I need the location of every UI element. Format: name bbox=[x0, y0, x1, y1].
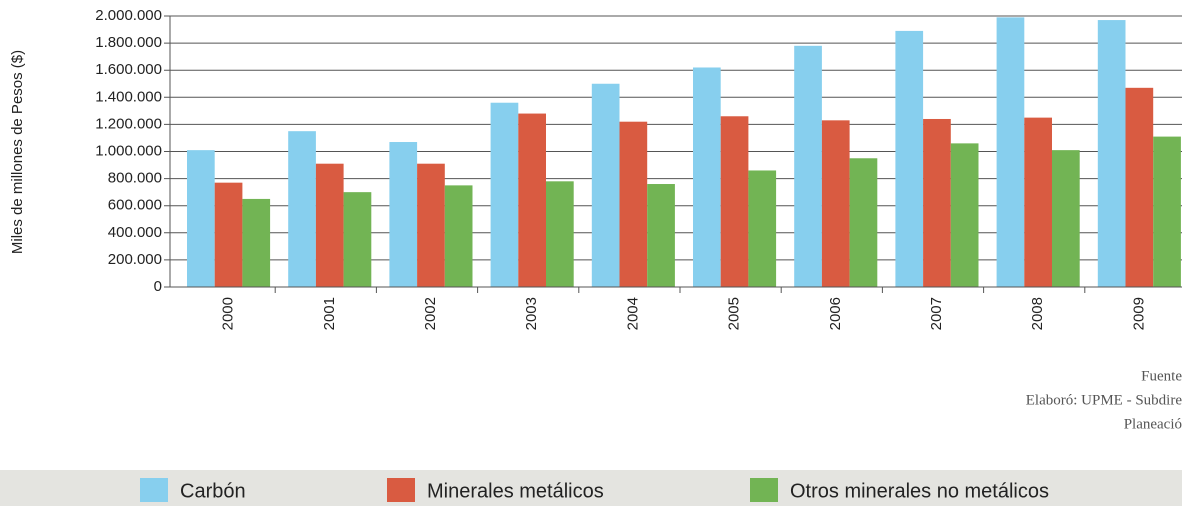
bar bbox=[242, 198, 271, 287]
bar bbox=[821, 120, 850, 288]
x-tick-label: 2000 bbox=[220, 297, 237, 330]
bar bbox=[546, 181, 574, 287]
y-tick-label: 600.000 bbox=[108, 197, 162, 214]
bar bbox=[647, 184, 675, 287]
y-tick-label: 1.800.000 bbox=[95, 34, 162, 51]
legend-swatch bbox=[387, 478, 415, 502]
bar bbox=[417, 163, 445, 287]
y-axis-label: Miles de millones de Pesos ($) bbox=[9, 50, 26, 254]
y-tick-label: 0 bbox=[154, 278, 162, 295]
bar bbox=[518, 113, 546, 287]
legend-label: Minerales metálicos bbox=[427, 480, 604, 502]
bar bbox=[214, 182, 243, 287]
y-tick-label: 1.600.000 bbox=[95, 61, 162, 78]
legend-label: Otros minerales no metálicos bbox=[790, 480, 1049, 502]
bar bbox=[1125, 87, 1154, 287]
y-tick-label: 800.000 bbox=[108, 170, 162, 187]
x-tick-label: 2003 bbox=[523, 297, 540, 330]
bar bbox=[187, 150, 215, 287]
legend-swatch bbox=[750, 478, 778, 502]
x-tick-label: 2008 bbox=[1029, 297, 1046, 330]
legend-band bbox=[0, 470, 1182, 506]
y-tick-label: 1.000.000 bbox=[95, 142, 162, 159]
footnote: Fuente bbox=[1141, 368, 1182, 384]
footnote: Planeació bbox=[1124, 416, 1182, 432]
bar bbox=[950, 143, 979, 287]
bar bbox=[619, 121, 648, 287]
bar bbox=[794, 45, 822, 288]
x-tick-label: 2009 bbox=[1130, 297, 1147, 330]
bar bbox=[343, 192, 372, 287]
bar bbox=[1097, 20, 1126, 287]
x-tick-label: 2006 bbox=[827, 297, 844, 330]
bar bbox=[996, 17, 1025, 287]
bar bbox=[693, 67, 721, 288]
bar bbox=[849, 158, 878, 287]
bar bbox=[1153, 136, 1181, 287]
bar bbox=[315, 163, 344, 287]
x-tick-label: 2007 bbox=[928, 297, 945, 330]
y-tick-label: 1.200.000 bbox=[95, 115, 162, 132]
bar bbox=[895, 30, 924, 288]
bar bbox=[1052, 150, 1080, 287]
y-tick-label: 200.000 bbox=[108, 251, 162, 268]
bar bbox=[720, 116, 749, 288]
bar bbox=[389, 142, 418, 287]
bar bbox=[923, 118, 951, 287]
bar bbox=[288, 131, 316, 287]
bar bbox=[490, 102, 519, 287]
bar bbox=[444, 185, 473, 287]
y-tick-label: 1.400.000 bbox=[95, 88, 162, 105]
footnote: Elaboró: UPME - Subdire bbox=[1026, 392, 1182, 408]
x-tick-label: 2005 bbox=[726, 297, 743, 330]
legend-swatch bbox=[140, 478, 168, 502]
bar bbox=[1024, 117, 1052, 287]
legend-label: Carbón bbox=[180, 480, 246, 502]
bar bbox=[591, 83, 620, 287]
bar bbox=[748, 170, 777, 287]
x-tick-label: 2001 bbox=[321, 297, 338, 330]
y-tick-label: 2.000.000 bbox=[95, 7, 162, 24]
x-tick-label: 2004 bbox=[624, 297, 641, 330]
x-tick-label: 2002 bbox=[422, 297, 439, 330]
y-tick-label: 400.000 bbox=[108, 224, 162, 241]
